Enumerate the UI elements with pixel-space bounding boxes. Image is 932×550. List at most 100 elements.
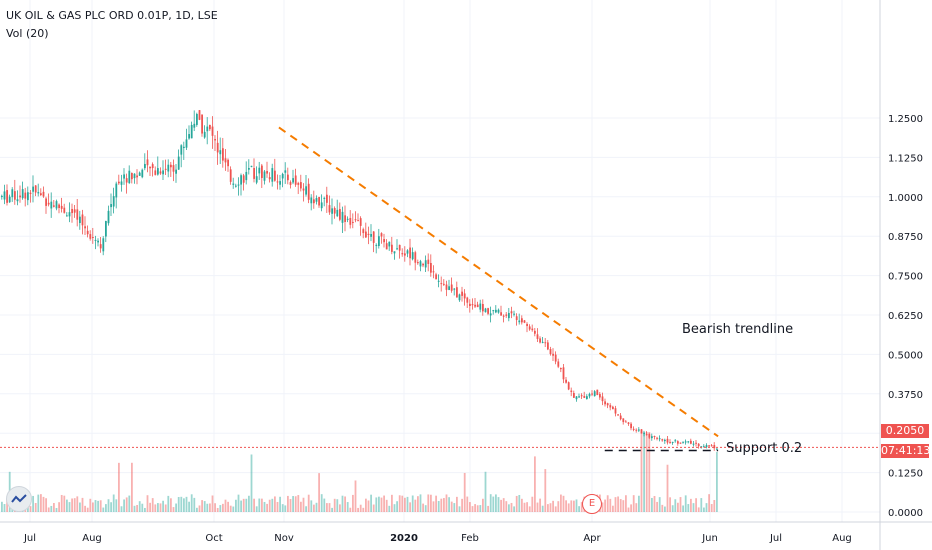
candle-body [50,201,53,209]
volume-bar [276,501,279,512]
volume-bar [370,494,372,512]
candle-body [349,217,352,225]
volume-bar [601,502,604,512]
candle-body [417,262,419,264]
volume-bar [320,494,323,512]
candle-body [617,414,619,416]
candle-body [463,293,466,299]
volume-bar [396,501,398,512]
volume-bar [661,504,664,512]
volume-bar [570,500,573,512]
volume-bar [284,505,287,512]
candle-body [271,168,274,182]
candle-body [92,236,94,238]
volume-bar [515,495,518,512]
volume-bar [684,495,687,512]
candle-body [58,204,60,209]
candle-body [310,197,313,204]
candle-body [149,166,151,169]
candle-body [19,195,21,198]
volume-bar [461,498,463,512]
candle-body [466,297,469,303]
volume-bar [60,494,63,512]
candle-body [14,191,16,200]
volume-bar [417,496,419,512]
candle-body [677,441,679,444]
candle-body [578,396,580,398]
volume-bar [385,499,388,512]
x-tick-label: Nov [274,533,294,544]
candle-body [372,231,375,243]
candle-body [697,443,700,447]
candle-body [422,263,424,266]
candle-body [367,233,370,235]
candle-body [214,139,216,141]
volume-bar [682,505,684,512]
candle-body [209,124,211,130]
volume-bar [261,498,263,512]
volume-bar [42,496,45,512]
volume-bar [344,496,346,512]
volume-bar [94,500,97,512]
chart-title: UK OIL & GAS PLC ORD 0.01P, 1D, LSE [6,9,218,22]
candle-body [505,314,508,316]
candle-body [97,240,99,243]
volume-bar [242,498,245,512]
candle-body [125,178,128,183]
candle-body [53,205,55,207]
volume-bar [469,502,471,512]
candle-body [604,401,606,405]
candle-body [414,252,417,263]
tradingview-logo-icon[interactable] [6,486,32,512]
candle-body [552,353,554,356]
candle-body [120,181,123,185]
candle-body [32,186,34,192]
volume-bar [162,500,164,512]
earnings-marker-icon[interactable]: E [582,494,602,514]
candle-body [253,168,255,179]
volume-bar [92,502,94,512]
volume-bar [632,495,635,512]
candle-body [112,196,115,207]
candle-body [401,253,404,255]
candle-body [8,196,11,203]
volume-bar [209,503,211,512]
candle-body [11,189,14,198]
volume-bar [237,494,240,512]
volume-bar [305,506,307,512]
candle-body [222,148,224,161]
candle-body [172,165,175,172]
candle-body [599,394,601,398]
candle-body [526,323,528,327]
candle-body [560,368,562,370]
volume-bar [391,494,393,512]
candle-body [583,396,586,398]
candle-body [133,173,136,179]
y-tick-label: 1.1250 [888,153,923,164]
volume-bar [466,496,469,512]
candle-body [409,247,411,259]
y-tick-label: 0.7500 [888,272,923,283]
candle-body [440,283,443,285]
candle-body [292,178,294,183]
candle-body [482,304,484,312]
volume-bar [203,501,206,512]
candle-body [640,429,643,434]
volume-bar [333,498,336,512]
candle-body [627,422,630,424]
candle-body [469,303,471,307]
candle-body [518,320,521,323]
candle-body [336,209,339,217]
candle-body [661,439,664,441]
volume-bar [219,505,222,512]
volume-bar [617,496,619,512]
candle-body [34,185,37,193]
trendline-label: Bearish trendline [682,322,794,337]
volume-bar [388,505,391,512]
volume-bar [710,504,713,512]
volume-bar [206,503,209,512]
candle-body [362,229,365,234]
y-tick-label: 1.0000 [888,193,923,204]
volume-bar [183,498,185,512]
